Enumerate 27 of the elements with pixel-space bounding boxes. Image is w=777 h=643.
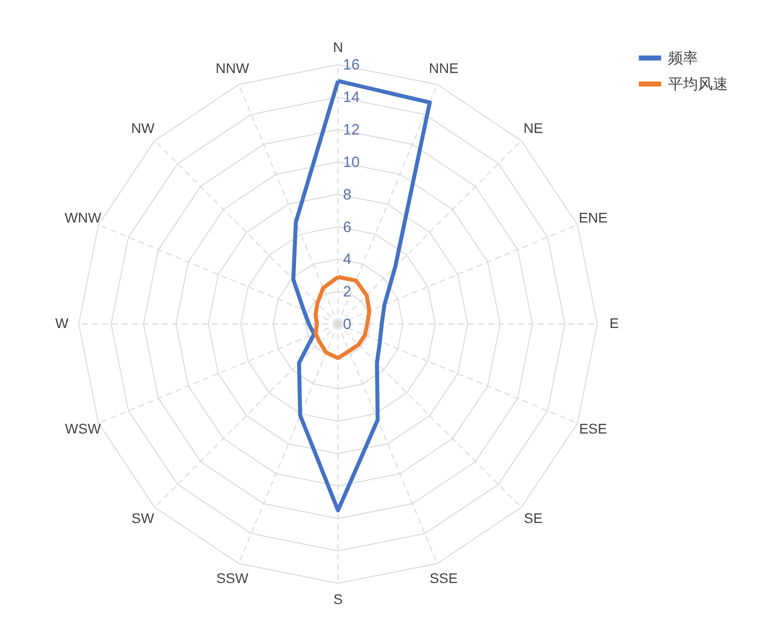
spoke-label: WSW [65,420,102,437]
legend-label: 平均风速 [668,76,728,93]
y-tick-label: 0 [343,316,352,333]
spoke-label: NW [131,120,156,136]
spoke-label: SE [524,510,543,526]
spoke-label: NNW [216,60,250,76]
y-tick-label: 14 [343,89,360,106]
spoke-label: W [55,315,70,331]
spoke-label: NNE [428,60,458,76]
y-tick-label: 10 [343,154,360,171]
spoke-label: WNW [64,209,102,226]
spoke-label: E [609,315,619,331]
spoke-label: ESE [579,420,608,437]
spoke-label: ENE [578,209,608,226]
y-tick-label: 6 [343,218,352,236]
y-tick-label: 8 [343,186,352,204]
legend-label: 频率 [668,50,698,67]
y-tick-label: 16 [343,56,360,74]
spoke-label: NE [524,120,543,136]
y-tick-label: 12 [343,122,360,139]
spoke-label: SSE [430,570,458,586]
spoke-label: SSW [216,570,250,586]
spoke-label: N [332,38,344,55]
spoke-label: SW [131,510,155,526]
spoke-label: S [333,591,343,608]
y-tick-label: 2 [343,284,352,301]
y-tick-label: 4 [343,251,352,268]
